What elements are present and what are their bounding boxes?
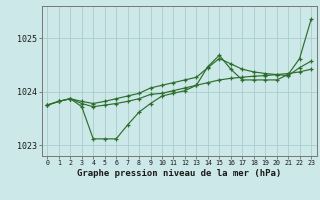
X-axis label: Graphe pression niveau de la mer (hPa): Graphe pression niveau de la mer (hPa)	[77, 169, 281, 178]
